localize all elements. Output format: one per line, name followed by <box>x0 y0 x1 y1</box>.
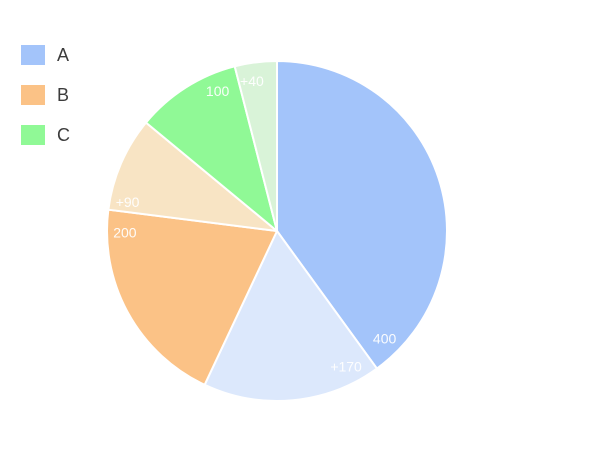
legend-label-a: A <box>57 45 70 65</box>
legend-item-b[interactable]: B <box>21 85 70 105</box>
pie-slice-C[interactable] <box>145 65 278 232</box>
pie-slice-label-B-increment: +90 <box>116 194 140 210</box>
pie-slice-label-C-increment: +40 <box>240 73 264 89</box>
legend-swatch-b <box>21 85 45 105</box>
legend-swatch-a <box>21 45 45 65</box>
pie-slice-B-increment[interactable] <box>107 121 278 232</box>
pie-slice-label-B: 200 <box>113 224 137 240</box>
pie-slice-label-A-increment: +170 <box>330 359 362 375</box>
legend-label-c: C <box>57 125 70 145</box>
pie-slice-A[interactable] <box>276 60 448 370</box>
pie-slice-C-increment[interactable] <box>233 60 278 232</box>
legend: A B C <box>21 45 70 145</box>
pie-slice-label-C: 100 <box>206 83 230 99</box>
legend-label-b: B <box>57 85 70 105</box>
legend-swatch-c <box>21 125 45 145</box>
pie-slice-A-increment[interactable] <box>203 230 378 402</box>
pie-slice-label-A: 400 <box>373 331 397 347</box>
pie-slice-B[interactable] <box>105 208 278 386</box>
legend-item-c[interactable]: C <box>21 125 70 145</box>
legend-item-a[interactable]: A <box>21 45 70 65</box>
